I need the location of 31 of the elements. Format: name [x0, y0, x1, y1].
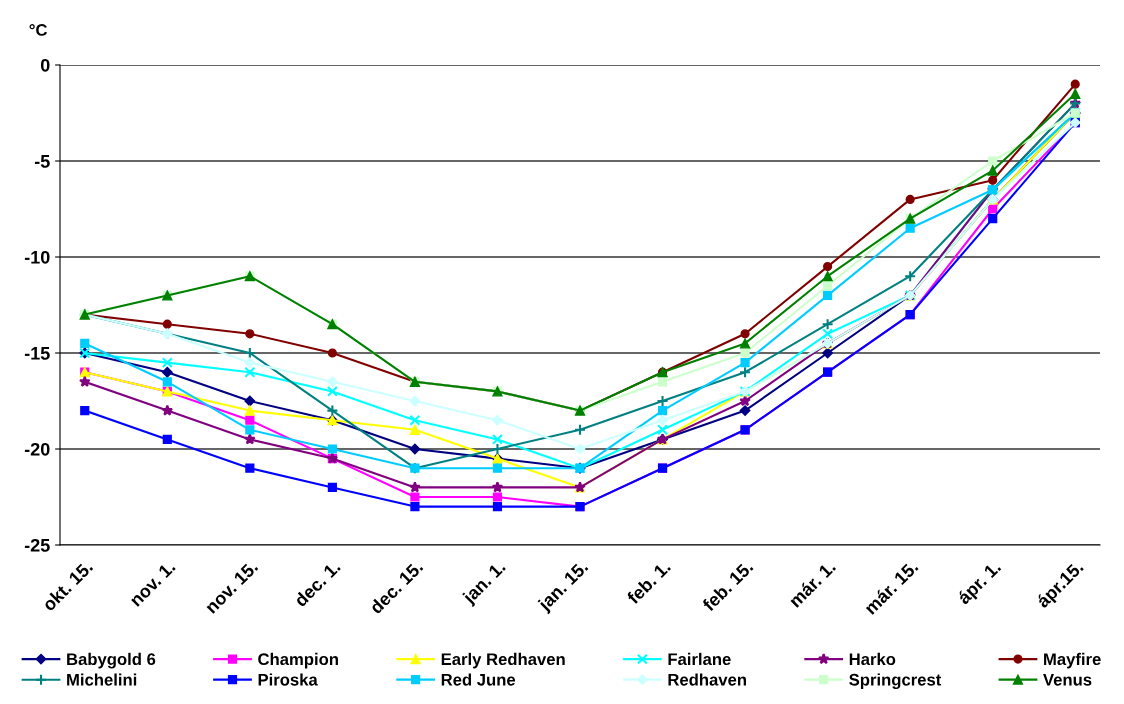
- x-tick-label: nov. 15.: [204, 560, 259, 615]
- y-axis-title: °C: [29, 24, 48, 36]
- y-tick-label: -20: [24, 442, 50, 456]
- y-tick-label: -10: [24, 250, 50, 264]
- x-tick-label: dec. 1.: [293, 559, 341, 608]
- x-tick-label: okt. 15.: [41, 559, 94, 612]
- legend-label: Springcrest: [849, 673, 942, 689]
- x-tick-label: már. 15.: [863, 559, 919, 615]
- x-tick-label: már. 1.: [787, 559, 837, 608]
- legend-label: Red June: [441, 673, 516, 686]
- legend-label: Early Redhaven: [441, 652, 565, 669]
- legend-label: Fairlane: [668, 652, 731, 666]
- x-tick-label: nov. 1.: [129, 560, 176, 607]
- x-tick-label: ápr. 1.: [956, 559, 1004, 608]
- legend-label: Mayfire: [1044, 652, 1101, 669]
- y-tick-label: -15: [24, 347, 50, 360]
- y-tick-label: 0: [40, 58, 50, 72]
- x-tick-label: feb. 1.: [625, 559, 672, 605]
- legend-label: Michelini: [67, 673, 137, 686]
- legend-label: Venus: [1043, 674, 1092, 686]
- x-tick-label: jan. 15.: [536, 559, 592, 615]
- legend-label: Harko: [849, 652, 896, 666]
- x-tick-label: feb. 15.: [701, 559, 754, 613]
- y-tick-label: -25: [24, 538, 50, 552]
- legend-label: Piroska: [258, 673, 318, 686]
- legend-label: Babygold 6: [67, 652, 156, 669]
- y-tick-label: -5: [34, 155, 50, 168]
- legend-label: Champion: [258, 652, 338, 669]
- x-tick-label: jan. 1.: [461, 559, 509, 608]
- x-tick-label: dec. 15.: [368, 559, 424, 615]
- legend-label: Redhaven: [668, 673, 746, 686]
